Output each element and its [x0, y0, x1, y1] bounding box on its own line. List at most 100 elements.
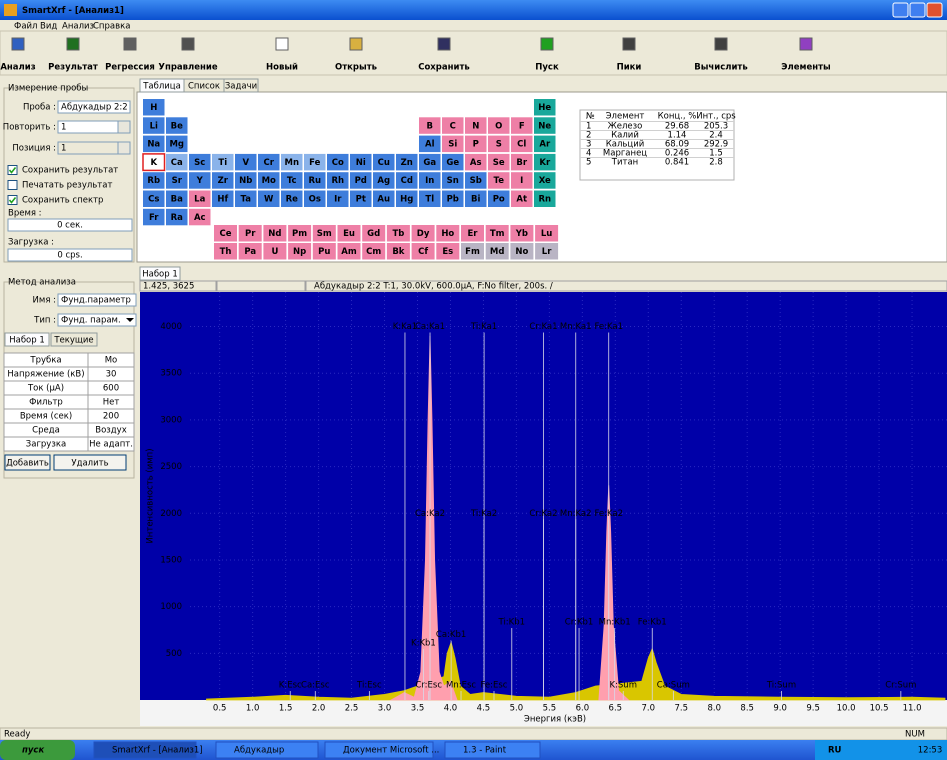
tab[interactable]	[4, 332, 50, 347]
element-cell[interactable]	[419, 135, 441, 153]
element-cell[interactable]	[327, 153, 349, 171]
element-cell[interactable]	[238, 243, 262, 260]
element-cell[interactable]	[442, 135, 464, 153]
element-cell[interactable]	[337, 243, 361, 260]
toolbar-button[interactable]: Элементы	[781, 63, 830, 73]
element-cell[interactable]	[485, 243, 509, 260]
element-cell[interactable]	[396, 153, 418, 171]
element-cell[interactable]	[143, 208, 165, 226]
element-cell[interactable]	[258, 153, 280, 171]
element-cell[interactable]	[362, 243, 386, 260]
element-cell[interactable]	[396, 190, 418, 208]
element-cell[interactable]	[166, 135, 188, 153]
checkbox[interactable]	[7, 180, 18, 190]
element-cell[interactable]	[214, 243, 237, 260]
element-cell[interactable]	[214, 225, 237, 242]
element-cell[interactable]	[189, 172, 211, 189]
button[interactable]	[4, 454, 51, 471]
element-cell[interactable]	[488, 153, 510, 171]
element-cell[interactable]	[534, 172, 556, 189]
toolbar-button[interactable]: Пуск	[535, 63, 559, 73]
tab[interactable]	[50, 332, 98, 347]
element-cell[interactable]	[511, 190, 533, 208]
element-cell[interactable]	[535, 243, 559, 260]
minimize-button[interactable]	[892, 2, 909, 18]
toolbar-button[interactable]: Анализ	[0, 63, 35, 73]
element-cell[interactable]	[281, 190, 303, 208]
input[interactable]	[57, 293, 137, 307]
element-cell[interactable]	[488, 117, 510, 134]
element-cell[interactable]	[263, 243, 287, 260]
element-cell[interactable]	[511, 135, 533, 153]
element-cell[interactable]	[510, 243, 534, 260]
element-cell[interactable]	[511, 172, 533, 189]
element-cell[interactable]	[511, 117, 533, 134]
element-cell[interactable]	[143, 135, 165, 153]
element-cell[interactable]	[288, 243, 312, 260]
element-cell[interactable]	[419, 190, 441, 208]
element-cell[interactable]	[461, 225, 484, 242]
element-cell[interactable]	[485, 225, 509, 242]
toolbar-button[interactable]: Регрессия	[105, 63, 155, 73]
element-cell[interactable]	[465, 135, 487, 153]
element-cell[interactable]	[465, 190, 487, 208]
element-cell[interactable]	[511, 153, 533, 171]
taskbar-item[interactable]	[93, 741, 197, 759]
element-cell[interactable]	[461, 243, 484, 260]
element-cell[interactable]	[465, 117, 487, 134]
maximize-button[interactable]	[909, 2, 926, 18]
element-cell[interactable]	[510, 225, 534, 242]
element-cell[interactable]	[362, 225, 386, 242]
toolbar-button[interactable]: Открыть	[335, 63, 377, 73]
element-cell[interactable]	[386, 225, 410, 242]
element-cell[interactable]	[143, 117, 165, 134]
toolbar-button[interactable]: Сохранить	[418, 63, 470, 73]
element-cell[interactable]	[304, 172, 326, 189]
input[interactable]	[57, 100, 131, 114]
element-cell[interactable]	[411, 243, 435, 260]
element-cell[interactable]	[327, 172, 349, 189]
element-cell[interactable]	[312, 243, 336, 260]
element-cell[interactable]	[442, 153, 464, 171]
toolbar-button[interactable]: Управление	[158, 63, 217, 73]
element-cell[interactable]	[465, 153, 487, 171]
element-cell[interactable]	[488, 172, 510, 189]
element-cell[interactable]	[235, 190, 257, 208]
element-cell[interactable]	[465, 172, 487, 189]
element-cell[interactable]	[166, 117, 188, 134]
element-cell[interactable]	[488, 135, 510, 153]
element-cell[interactable]	[534, 190, 556, 208]
toolbar-button[interactable]: Вычислить	[694, 63, 747, 73]
close-button[interactable]	[926, 2, 943, 18]
element-cell[interactable]	[419, 172, 441, 189]
element-cell[interactable]	[373, 172, 395, 189]
element-cell[interactable]	[304, 153, 326, 171]
element-cell[interactable]	[337, 225, 361, 242]
element-cell[interactable]	[534, 153, 556, 171]
select[interactable]	[57, 313, 137, 327]
element-cell[interactable]	[386, 243, 410, 260]
element-cell[interactable]	[327, 190, 349, 208]
element-cell[interactable]	[442, 190, 464, 208]
element-cell[interactable]	[535, 225, 559, 242]
element-cell[interactable]	[419, 117, 441, 134]
element-cell[interactable]	[143, 190, 165, 208]
element-cell[interactable]	[534, 117, 556, 134]
taskbar-item[interactable]	[215, 741, 319, 759]
element-cell[interactable]	[350, 172, 372, 189]
element-cell[interactable]	[258, 190, 280, 208]
element-cell[interactable]	[235, 153, 257, 171]
element-cell[interactable]	[166, 190, 188, 208]
element-cell[interactable]	[235, 172, 257, 189]
element-cell[interactable]	[436, 225, 460, 242]
element-cell[interactable]	[288, 225, 312, 242]
element-cell[interactable]	[534, 135, 556, 153]
element-cell[interactable]	[142, 153, 166, 172]
tab[interactable]	[139, 266, 181, 281]
element-cell[interactable]	[238, 225, 262, 242]
element-cell[interactable]	[312, 225, 336, 242]
element-cell[interactable]	[166, 208, 188, 226]
taskbar-item[interactable]	[444, 741, 541, 759]
element-cell[interactable]	[143, 99, 165, 116]
toolbar-button[interactable]: Результат	[48, 63, 98, 73]
